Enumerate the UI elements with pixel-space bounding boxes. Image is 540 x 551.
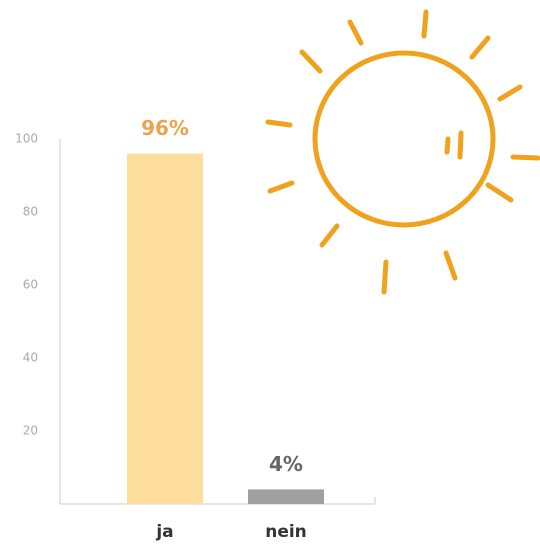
x-tick-label: ja: [155, 522, 173, 542]
y-tick-label: 60: [23, 278, 38, 292]
y-tick-label: 40: [23, 351, 38, 365]
value-label: 4%: [269, 452, 303, 476]
y-tick-label: 80: [23, 205, 38, 219]
bar: [248, 489, 324, 504]
sun-illustration: [265, 9, 540, 295]
bar: [127, 153, 203, 504]
y-tick-label: 20: [23, 424, 38, 438]
y-tick-label: 100: [15, 132, 38, 146]
value-label: 96%: [141, 116, 189, 140]
x-tick-label: nein: [265, 522, 307, 542]
